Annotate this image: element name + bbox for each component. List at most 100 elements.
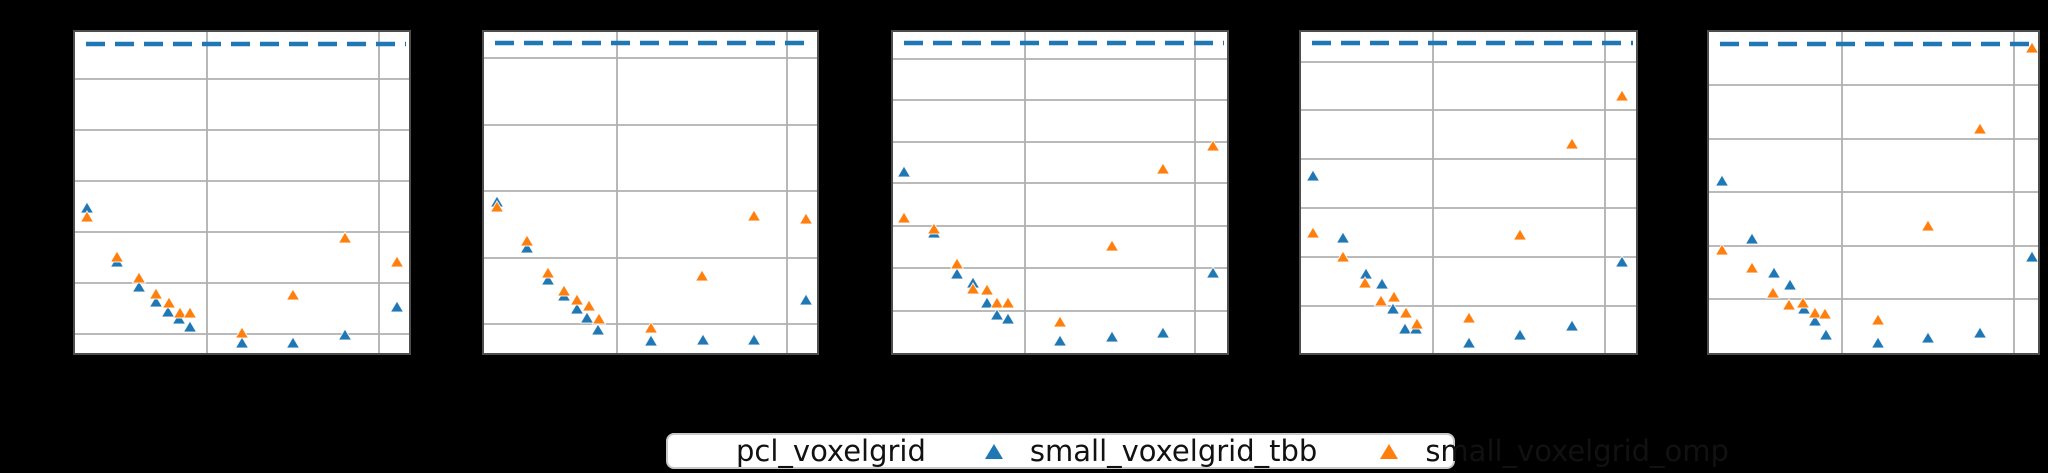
scatter-point-small_voxelgrid_omp — [1781, 298, 1797, 311]
scatter-point-small_voxelgrid_omp — [1409, 317, 1425, 330]
scatter-point-small_voxelgrid_tbb — [1870, 336, 1886, 349]
scatter-point-small_voxelgrid_omp — [148, 287, 164, 300]
legend-label-small-voxelgrid-omp: small_voxelgrid_omp — [1425, 433, 1729, 468]
legend-item-small-voxelgrid-tbb: small_voxelgrid_tbb — [974, 433, 1318, 468]
scatter-point-small_voxelgrid_tbb — [1766, 266, 1782, 279]
scatter-point-small_voxelgrid_omp — [1155, 162, 1171, 175]
panel-border — [482, 30, 819, 355]
scatter-point-small_voxelgrid_tbb — [1385, 302, 1401, 315]
scatter-point-small_voxelgrid_omp — [337, 231, 353, 244]
scatter-point-small_voxelgrid_omp — [79, 210, 95, 223]
scatter-point-small_voxelgrid_tbb — [337, 328, 353, 341]
panel-background — [73, 30, 411, 355]
scatter-point-small_voxelgrid_tbb — [519, 241, 535, 254]
scatter-point-small_voxelgrid_omp — [131, 271, 147, 284]
scatter-point-small_voxelgrid_omp — [1205, 139, 1221, 152]
scatter-point-small_voxelgrid_omp — [1104, 239, 1120, 252]
scatter-point-small_voxelgrid_tbb — [1000, 312, 1016, 325]
scatter-point-small_voxelgrid_tbb — [695, 333, 711, 346]
scatter-point-small_voxelgrid_omp — [1972, 122, 1988, 135]
scatter-point-small_voxelgrid_omp — [2024, 41, 2040, 54]
scatter-point-small_voxelgrid_omp — [489, 200, 505, 213]
scatter-point-small_voxelgrid_omp — [389, 255, 405, 268]
scatter-point-small_voxelgrid_tbb — [579, 311, 595, 324]
scatter-point-small_voxelgrid_omp — [1807, 306, 1823, 319]
panel-border — [73, 30, 411, 355]
panel-border — [1707, 30, 2040, 355]
scatter-point-small_voxelgrid_omp — [1305, 226, 1321, 239]
scatter-point-small_voxelgrid_tbb — [1397, 322, 1413, 335]
scatter-point-small_voxelgrid_omp — [1335, 250, 1351, 263]
panel-border — [1299, 30, 1638, 355]
scatter-point-small_voxelgrid_omp — [1744, 261, 1760, 274]
legend-label-small-voxelgrid-tbb: small_voxelgrid_tbb — [1029, 433, 1318, 468]
legend-handle — [1369, 443, 1409, 459]
scatter-point-small_voxelgrid_tbb — [896, 165, 912, 178]
scatter-point-small_voxelgrid_tbb — [1512, 328, 1528, 341]
scatter-point-small_voxelgrid_tbb — [590, 323, 606, 336]
scatter-point-small_voxelgrid_tbb — [131, 280, 147, 293]
scatter-point-small_voxelgrid_tbb — [1305, 169, 1321, 182]
scatter-point-small_voxelgrid_tbb — [148, 295, 164, 308]
scatter-point-small_voxelgrid_omp — [591, 312, 607, 325]
scatter-point-small_voxelgrid_omp — [1870, 313, 1886, 326]
scatter-point-small_voxelgrid_omp — [285, 288, 301, 301]
triangle-marker-icon — [984, 443, 1003, 459]
scatter-point-small_voxelgrid_omp — [234, 326, 250, 339]
scatter-point-small_voxelgrid_omp — [1512, 228, 1528, 241]
scatter-point-small_voxelgrid_omp — [1398, 306, 1414, 319]
scatter-point-small_voxelgrid_tbb — [979, 296, 995, 309]
scatter-point-small_voxelgrid_tbb — [1335, 231, 1351, 244]
scatter-point-small_voxelgrid_tbb — [746, 333, 762, 346]
scatter-point-small_voxelgrid_tbb — [1818, 328, 1834, 341]
plot-panel-1 — [73, 30, 411, 355]
scatter-point-small_voxelgrid_omp — [1564, 137, 1580, 150]
scatter-point-small_voxelgrid_omp — [1357, 276, 1373, 289]
scatter-point-small_voxelgrid_tbb — [1564, 319, 1580, 332]
scatter-point-small_voxelgrid_omp — [1461, 311, 1477, 324]
scatter-point-small_voxelgrid_omp — [182, 306, 198, 319]
scatter-point-small_voxelgrid_tbb — [643, 334, 659, 347]
legend-handle — [974, 443, 1014, 459]
scatter-point-small_voxelgrid_omp — [161, 296, 177, 309]
plot-panel-5 — [1707, 30, 2040, 355]
scatter-point-small_voxelgrid_tbb — [160, 305, 176, 318]
scatter-point-small_voxelgrid_omp — [1817, 307, 1833, 320]
panel-background — [891, 30, 1229, 355]
legend-label-pcl-voxelgrid: pcl_voxelgrid — [736, 433, 926, 468]
scatter-point-small_voxelgrid_omp — [965, 282, 981, 295]
scatter-point-small_voxelgrid_tbb — [1744, 232, 1760, 245]
scatter-point-small_voxelgrid_tbb — [1104, 330, 1120, 343]
scatter-point-small_voxelgrid_omp — [694, 269, 710, 282]
scatter-point-small_voxelgrid_omp — [989, 296, 1005, 309]
scatter-point-small_voxelgrid_omp — [949, 257, 965, 270]
scatter-point-small_voxelgrid_omp — [746, 209, 762, 222]
scatter-point-small_voxelgrid_omp — [1000, 296, 1016, 309]
scatter-point-small_voxelgrid_omp — [1765, 286, 1781, 299]
panel-background — [482, 30, 819, 355]
scatter-point-small_voxelgrid_omp — [1614, 89, 1630, 102]
scatter-point-small_voxelgrid_tbb — [1461, 336, 1477, 349]
panel-background — [1299, 30, 1638, 355]
triangle-marker-icon — [1380, 443, 1399, 459]
scatter-point-small_voxelgrid_tbb — [569, 302, 585, 315]
legend: pcl_voxelgrid small_voxelgrid_tbb small_… — [666, 433, 1729, 469]
scatter-point-small_voxelgrid_omp — [643, 321, 659, 334]
scatter-point-small_voxelgrid_tbb — [1614, 255, 1630, 268]
scatter-point-small_voxelgrid_tbb — [1155, 326, 1171, 339]
scatter-point-small_voxelgrid_omp — [581, 299, 597, 312]
scatter-point-small_voxelgrid_omp — [519, 234, 535, 247]
scatter-point-small_voxelgrid_omp — [896, 211, 912, 224]
scatter-point-small_voxelgrid_tbb — [1205, 266, 1221, 279]
scatter-point-small_voxelgrid_omp — [798, 212, 814, 225]
scatter-point-small_voxelgrid_tbb — [1920, 331, 1936, 344]
scatter-point-small_voxelgrid_tbb — [1782, 278, 1798, 291]
scatter-point-small_voxelgrid_omp — [1052, 315, 1068, 328]
scatter-point-small_voxelgrid_omp — [172, 306, 188, 319]
scatter-point-small_voxelgrid_tbb — [1714, 174, 1730, 187]
scatter-point-small_voxelgrid_omp — [1714, 243, 1730, 256]
plot-panel-3 — [891, 30, 1229, 355]
legend-item-pcl-voxelgrid: pcl_voxelgrid — [680, 433, 926, 468]
scatter-point-small_voxelgrid_omp — [540, 266, 556, 279]
